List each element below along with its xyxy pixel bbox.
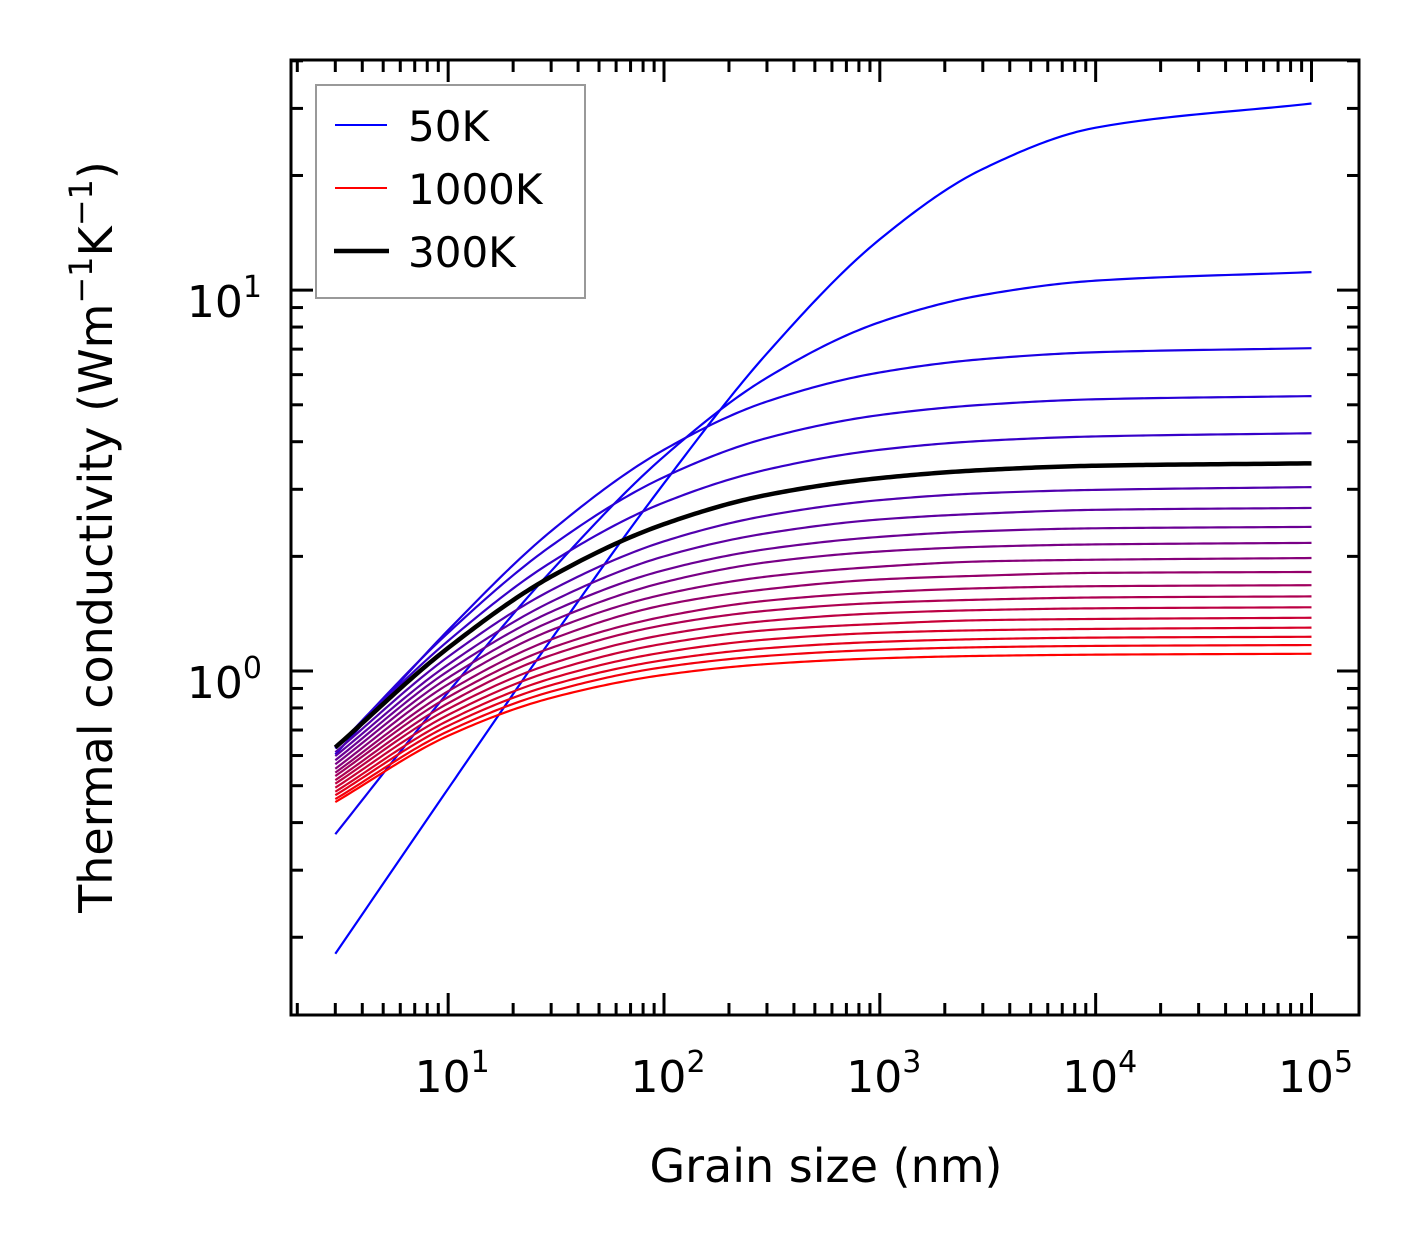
- series-line-150k: [334, 347, 1312, 756]
- x-tick-label: 103: [846, 1045, 921, 1103]
- series-line-850k: [334, 626, 1312, 793]
- series-line-100k: [334, 271, 1312, 835]
- x-tick-label: 105: [1278, 1045, 1353, 1103]
- ticks-layer: [291, 59, 1359, 1015]
- x-axis-title: Grain size (nm): [650, 1139, 1003, 1193]
- legend: 50K 1000K 300K: [315, 84, 586, 299]
- series-layer: [333, 102, 1312, 955]
- x-tick-label: 101: [415, 1045, 490, 1103]
- series-line-400k: [334, 506, 1312, 757]
- series-line-1000k: [334, 652, 1312, 803]
- series-line-550k: [334, 556, 1312, 770]
- x-tick-labels: 101 102 103 104 105: [415, 1045, 1353, 1103]
- series-line-highlight-300k: [333, 461, 1312, 750]
- series-line-700k: [334, 595, 1312, 782]
- series-line-750k: [334, 606, 1312, 785]
- series-line-200k: [334, 395, 1312, 750]
- y-tick-label: 100: [187, 651, 262, 709]
- legend-frame: [315, 84, 586, 299]
- x-tick-label: 102: [630, 1045, 705, 1103]
- series-line-50k: [334, 102, 1312, 955]
- series-line-900k: [334, 635, 1312, 797]
- series-line-650k: [334, 584, 1312, 777]
- y-tick-labels: 100 101: [187, 270, 262, 709]
- legend-label-300k: 300K: [408, 228, 517, 277]
- series-line-950k: [334, 643, 1312, 801]
- x-tick-label: 104: [1062, 1045, 1137, 1103]
- series-line-350k: [334, 486, 1312, 754]
- series-line-600k: [334, 570, 1312, 774]
- y-axis-title: Thermal conductivity (Wm−1K−1): [62, 161, 123, 914]
- legend-label-50k: 50K: [408, 102, 490, 151]
- series-line-250k: [334, 432, 1312, 749]
- series-line-800k: [334, 616, 1312, 789]
- plot-frame: [289, 58, 1361, 1017]
- series-line-500k: [334, 541, 1312, 766]
- y-tick-label: 101: [187, 270, 262, 328]
- series-line-450k: [334, 525, 1312, 762]
- legend-label-1000k: 1000K: [408, 165, 544, 214]
